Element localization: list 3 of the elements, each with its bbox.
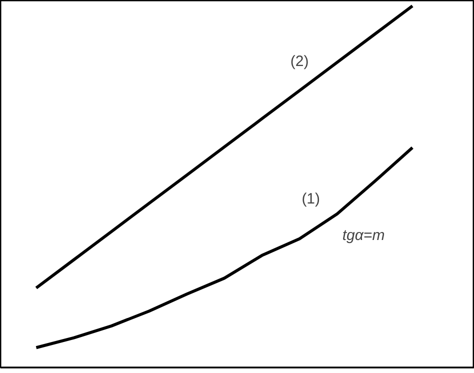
series-label: (2) <box>290 53 309 70</box>
series-label: (1) <box>302 190 320 208</box>
annotation: tgα=m <box>342 227 385 244</box>
